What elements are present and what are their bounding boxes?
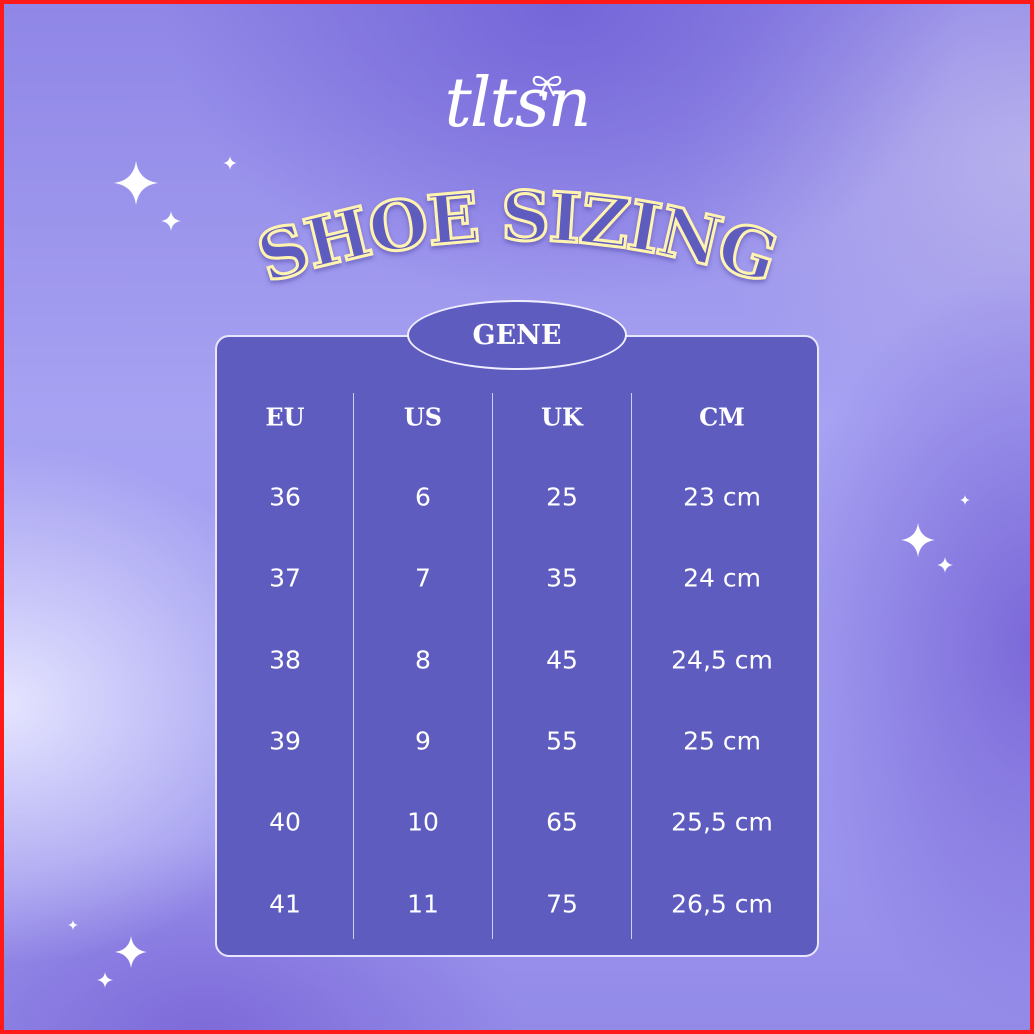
cell-eu: 41 — [269, 889, 301, 919]
page-title: SHOE SIZING — [247, 175, 789, 300]
cell-cm: 26,5 cm — [671, 889, 773, 919]
column-divider — [631, 393, 632, 939]
cell-eu: 37 — [269, 563, 301, 593]
cell-us: 10 — [407, 807, 439, 837]
header-us: US — [403, 402, 443, 432]
size-table: EU US UK CM 36 6 25 23 cm 37 7 35 24 cm 38 8 45 24,5 cm… — [215, 335, 819, 957]
sparkle-icon — [97, 972, 113, 988]
cell-uk: 75 — [546, 889, 578, 919]
cell-cm: 25,5 cm — [671, 807, 773, 837]
model-badge: GENE — [407, 300, 627, 370]
cell-us: 11 — [407, 889, 439, 919]
cell-uk: 65 — [546, 807, 578, 837]
sparkle-icon — [114, 161, 158, 205]
cell-cm: 24,5 cm — [671, 645, 773, 675]
header-eu: EU — [265, 402, 305, 432]
cell-uk: 45 — [546, 645, 578, 675]
header-cm: CM — [699, 402, 745, 432]
column-divider — [492, 393, 493, 939]
sparkle-icon — [223, 156, 237, 170]
cell-uk: 25 — [546, 482, 578, 512]
sparkle-icon — [115, 936, 147, 968]
cell-eu: 39 — [269, 726, 301, 756]
cell-us: 6 — [415, 482, 431, 512]
sparkle-icon — [161, 211, 181, 231]
cell-uk: 55 — [546, 726, 578, 756]
cell-cm: 25 cm — [683, 726, 761, 756]
cell-us: 8 — [415, 645, 431, 675]
sparkle-icon — [960, 495, 970, 505]
cell-uk: 35 — [546, 563, 578, 593]
cell-us: 9 — [415, 726, 431, 756]
cell-cm: 23 cm — [683, 482, 761, 512]
cell-us: 7 — [415, 563, 431, 593]
cell-eu: 36 — [269, 482, 301, 512]
bow-icon — [532, 75, 562, 97]
svg-text:SHOE SIZING: SHOE SIZING — [249, 177, 786, 299]
sparkle-icon — [937, 557, 953, 573]
cell-eu: 38 — [269, 645, 301, 675]
brand-logo: tltsn — [444, 64, 591, 143]
column-divider — [353, 393, 354, 939]
cell-cm: 24 cm — [683, 563, 761, 593]
header-uk: UK — [541, 402, 583, 432]
cell-eu: 40 — [269, 807, 301, 837]
sparkle-icon — [901, 523, 935, 557]
sparkle-icon — [68, 920, 78, 930]
